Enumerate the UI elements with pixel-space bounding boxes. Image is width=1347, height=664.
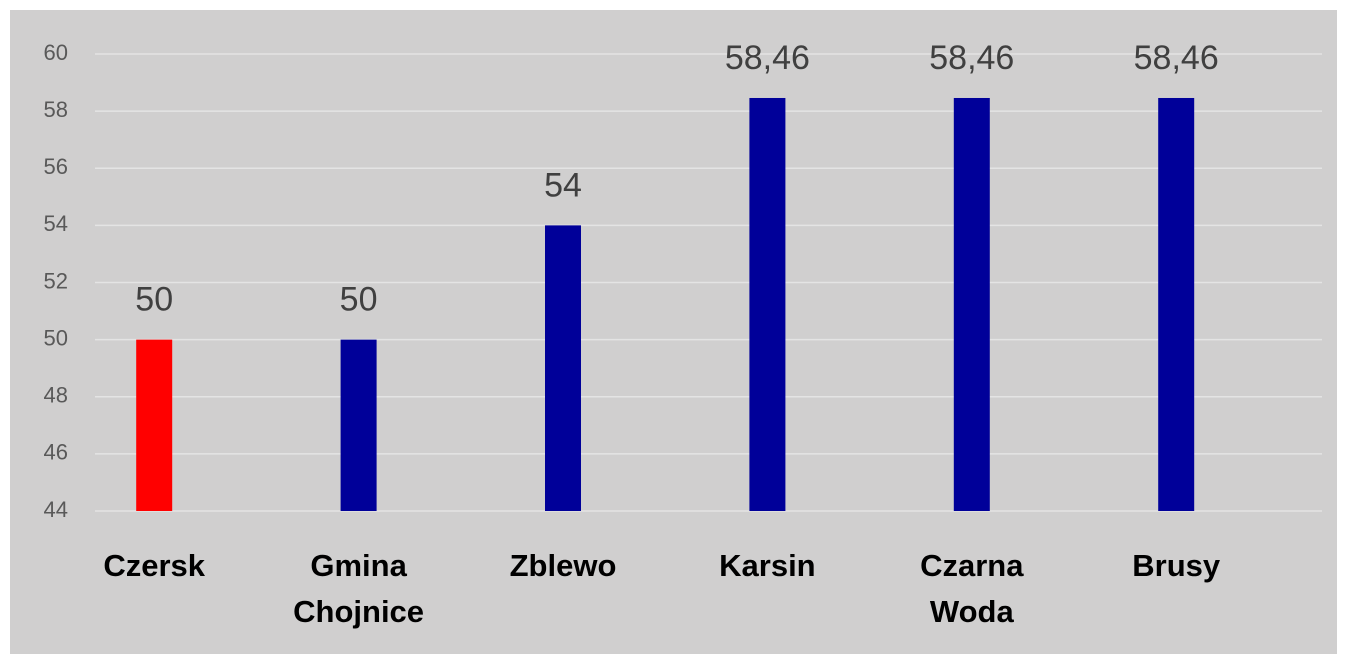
y-tick-label: 48 [44,383,68,408]
x-tick-label: Zblewo [509,548,617,583]
y-tick-label: 60 [44,40,68,65]
value-label: 58,46 [725,39,810,77]
x-tick-label: Karsin [719,548,816,583]
chart-background [10,10,1337,654]
y-tick-label: 56 [44,154,68,179]
y-tick-label: 44 [44,497,68,522]
value-label: 54 [544,166,582,204]
x-tick-label: Gmina Chojnice [293,548,425,629]
bar [1158,97,1195,511]
y-tick-label: 58 [44,97,68,122]
value-label: 58,46 [929,39,1014,77]
y-tick-label: 50 [44,325,68,350]
value-label: 58,46 [1134,39,1219,77]
x-tick-label: Czersk [103,548,206,583]
x-tick-label: Czarna Woda [920,548,1024,629]
y-tick-label: 54 [44,211,68,236]
bar [340,339,377,511]
value-label: 50 [340,281,378,319]
y-tick-label: 46 [44,440,68,465]
value-label: 50 [135,281,173,319]
bar [545,225,581,511]
x-tick-label: Brusy [1132,548,1221,583]
bar [749,97,786,511]
bar [953,97,990,511]
y-tick-label: 52 [44,268,68,293]
bar [136,339,173,511]
